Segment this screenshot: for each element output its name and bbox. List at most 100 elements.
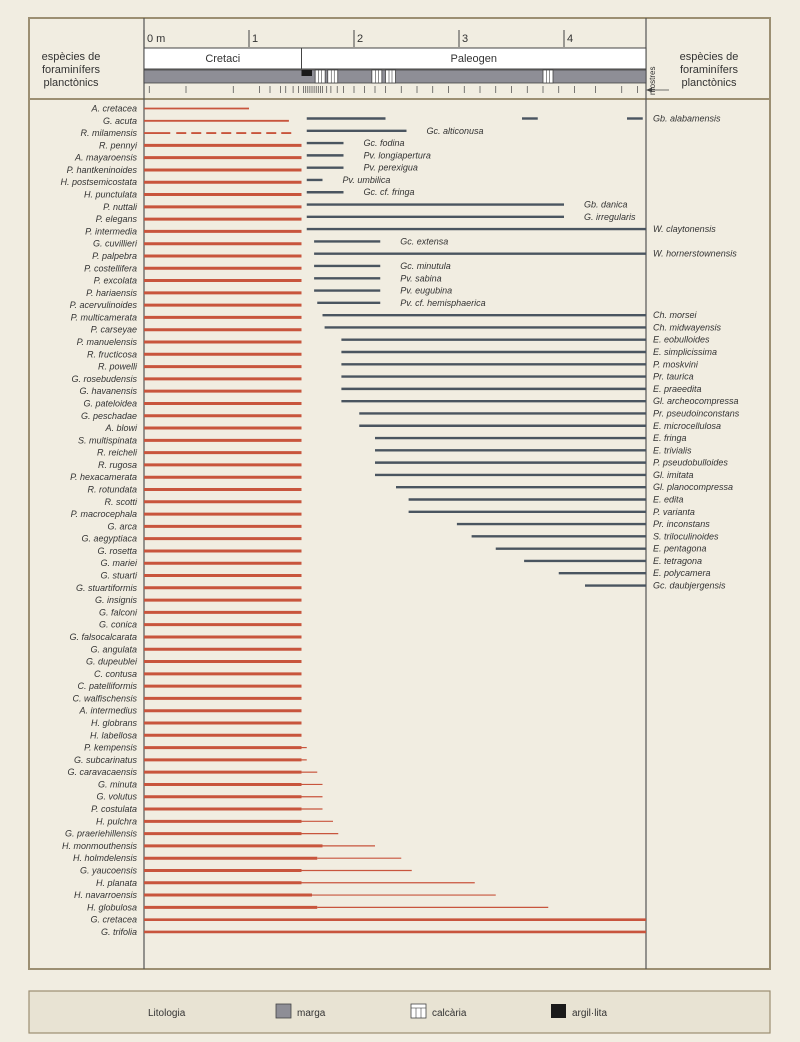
cretaceous-species-row: R. scotti [104, 497, 302, 507]
cretaceous-species-row: G. havanensis [79, 386, 302, 396]
species-label: E. pentagona [653, 544, 707, 554]
legend-label: marga [297, 1008, 326, 1019]
paleogene-species-row: Gl. imitata [375, 470, 694, 480]
cretaceous-species-row: P. elegans [96, 214, 302, 224]
cretaceous-species-row: C. patelliformis [77, 681, 302, 691]
cretaceous-species-row: G. minuta [98, 779, 323, 789]
legend-box [28, 990, 771, 1034]
lithology-limestone [542, 69, 554, 84]
species-label: G. havanensis [79, 386, 137, 396]
cretaceous-species-row: G. stuarti [100, 571, 302, 581]
species-label: E. fringa [653, 433, 687, 443]
period-label-cretaceous: Cretaci [205, 53, 240, 65]
species-label: Gc. extensa [400, 236, 448, 246]
legend-swatch-claystone [551, 1004, 566, 1018]
cretaceous-species-row: A. intermedius [78, 706, 302, 716]
species-label: Gc. alticonusa [427, 126, 484, 136]
paleogene-species-row: Gl. archeocompressa [341, 396, 739, 406]
paleogene-species-row: Gc. daubjergensis [585, 581, 726, 591]
scale-label: 1 [252, 33, 258, 45]
paleogene-species-row: E. tetragona [524, 556, 702, 566]
cretaceous-species-row: G. aegyptiaca [81, 534, 302, 544]
cretaceous-species-row: A. mayaroensis [74, 153, 302, 163]
species-label: Gc. daubjergensis [653, 581, 726, 591]
species-label: P. intermedia [85, 226, 137, 236]
species-label: Gl. planocompressa [653, 482, 733, 492]
cretaceous-species-row: P. hariaensis [86, 288, 302, 298]
species-label: R. fructicosa [87, 349, 137, 359]
legend-swatch-limestone [410, 1003, 427, 1019]
cretaceous-species-row: G. arca [107, 521, 302, 531]
cretaceous-species-row: H. holmdelensis [73, 853, 402, 863]
species-label: C. walfischensis [72, 693, 137, 703]
species-label: G. falsocalcarata [69, 632, 137, 642]
paleogene-species-row: Pv. perexigua [306, 163, 418, 173]
paleogene-species-row: Gc. extensa [314, 236, 448, 246]
cretaceous-species-row: R. rugosa [98, 460, 302, 470]
cretaceous-species-row: H. labellosa [90, 730, 302, 740]
species-label: G. trifolia [101, 927, 137, 937]
cretaceous-species-row: P. manuelensis [77, 337, 302, 347]
species-label: P. elegans [96, 214, 138, 224]
cretaceous-species-row: P. multicamerata [71, 312, 302, 322]
paleogene-species-row: E. edita [408, 494, 684, 504]
cretaceous-species-row: P. kempensis [84, 743, 307, 753]
cretaceous-species-row: G. rosebudensis [71, 374, 302, 384]
lithology-claystone [301, 70, 312, 76]
species-label: Ch. midwayensis [653, 322, 722, 332]
cretaceous-species-row: G. rosetta [97, 546, 302, 556]
cretaceous-species-row: H. monmouthensis [62, 841, 375, 851]
species-label: P. moskvini [653, 359, 699, 369]
species-label: Gb. alabamensis [653, 114, 721, 124]
cretaceous-species-row: H. pulchra [96, 816, 333, 826]
species-label: G. irregularis [584, 212, 636, 222]
species-label: H. globulosa [87, 902, 137, 912]
species-label: H. pulchra [96, 816, 137, 826]
paleogene-species-row: E. trivialis [375, 445, 692, 455]
species-label: E. edita [653, 494, 684, 504]
species-label: R. milamensis [80, 128, 137, 138]
species-label: E. eobulloides [653, 335, 710, 345]
samples-arrow-head [646, 87, 652, 93]
cretaceous-species-row: G. dupeublei [86, 657, 302, 667]
samples-label: mostres [648, 67, 657, 95]
chart-frame [28, 17, 771, 970]
cretaceous-species-row: G. pateloidea [83, 398, 302, 408]
species-label: G. minuta [98, 779, 137, 789]
species-label: Pv. umbilica [343, 175, 391, 185]
species-label: H. punctulata [84, 190, 137, 200]
species-label: Ch. morsei [653, 310, 698, 320]
cretaceous-species-row: G. falsocalcarata [69, 632, 302, 642]
cretaceous-species-row: G. mariei [100, 558, 302, 568]
species-label: P. carseyae [91, 325, 137, 335]
species-label: G. cuvillieri [93, 239, 138, 249]
species-label: E. microcellulosa [653, 421, 721, 431]
cretaceous-species-row: R. powelli [98, 362, 302, 372]
cretaceous-species-row: R. rotundata [87, 484, 302, 494]
scale-label: 3 [462, 33, 468, 45]
species-label: G. cretacea [90, 915, 137, 925]
species-label: G. acuta [103, 116, 137, 126]
cretaceous-species-row: R. reicheli [97, 448, 302, 458]
species-label: H. holmdelensis [73, 853, 138, 863]
cretaceous-species-row: G. stuartiformis [76, 583, 302, 593]
species-label: G. yaucoensis [80, 865, 138, 875]
cretaceous-species-row: P. hexacamerata [70, 472, 302, 482]
species-label: E. praeedita [653, 384, 702, 394]
left-title-line: espècies de [42, 51, 101, 63]
limestone-block [542, 69, 554, 84]
species-label: Pr. inconstans [653, 519, 710, 529]
species-label: E. simplicissima [653, 347, 717, 357]
paleogene-species-row: Gc. minutula [314, 261, 451, 271]
species-label: Gl. imitata [653, 470, 694, 480]
cretaceous-species-row: C. walfischensis [72, 693, 302, 703]
species-label: P. palpebra [92, 251, 137, 261]
cretaceous-species-row: G. falconi [99, 607, 302, 617]
species-label: A. blowi [104, 423, 138, 433]
paleogene-species-row: W. claytonensis [306, 224, 716, 234]
left-title-line: foraminífers [42, 64, 101, 76]
cretaceous-species-row: G. subcarinatus [74, 755, 307, 765]
species-label: Pv. longiapertura [364, 150, 431, 160]
paleogene-species-row: Pr. inconstans [456, 519, 710, 529]
cretaceous-species-row: G. volutus [96, 792, 323, 802]
